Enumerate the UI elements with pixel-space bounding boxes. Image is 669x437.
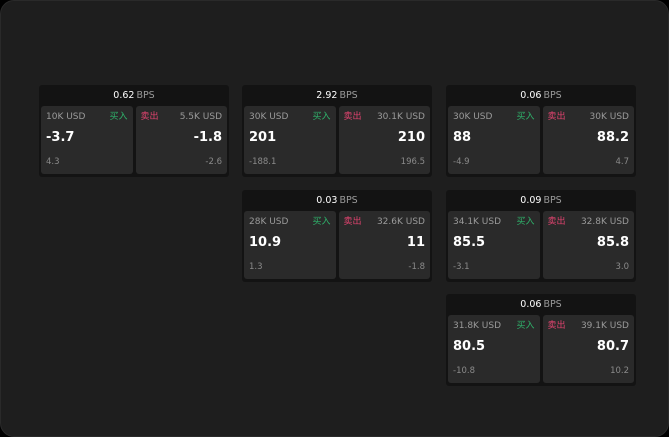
buy-label: 买入 — [516, 217, 535, 227]
quote-card: 0.06 BPS 30K USD 买入 88 -4.9 卖出 30K USD 88.2… — [446, 85, 636, 177]
buy-label: 买入 — [516, 321, 535, 331]
spread-unit: BPS — [543, 195, 562, 206]
spread-header: 0.09 BPS — [446, 190, 636, 211]
ask-price: 85.8 — [596, 235, 629, 250]
bid-size: 34.1K USD — [453, 217, 502, 227]
bid-size: 10K USD — [46, 112, 86, 122]
sell-tile[interactable]: 卖出 32.8K USD 85.8 3.0 — [542, 211, 634, 279]
ask-size: 5.5K USD — [179, 112, 222, 122]
sell-label: 卖出 — [547, 217, 566, 227]
spread-value: 2.92 — [316, 90, 338, 101]
bid-size: 31.8K USD — [453, 321, 502, 331]
bid-price: 201 — [249, 130, 277, 145]
spread-unit: BPS — [339, 90, 358, 101]
ask-size: 30K USD — [589, 112, 629, 122]
ask-size: 39.1K USD — [580, 321, 629, 331]
quote-card: 0.03 BPS 28K USD 买入 10.9 1.3 卖出 32.6K USD 1… — [242, 190, 432, 282]
sell-tile[interactable]: 卖出 30.1K USD 210 196.5 — [338, 106, 430, 174]
bid-price: 85.5 — [453, 235, 486, 250]
spread-unit: BPS — [543, 299, 562, 310]
spread-unit: BPS — [136, 90, 155, 101]
bid-price: -3.7 — [46, 130, 75, 145]
buy-tile[interactable]: 30K USD 买入 88 -4.9 — [448, 106, 540, 174]
buy-label: 买入 — [312, 112, 331, 122]
sell-tile[interactable]: 卖出 32.6K USD 11 -1.8 — [338, 211, 430, 279]
buy-label: 买入 — [312, 217, 331, 227]
sell-tile[interactable]: 卖出 39.1K USD 80.7 10.2 — [542, 315, 634, 383]
sell-label: 卖出 — [140, 112, 159, 122]
buy-label: 买入 — [109, 112, 128, 122]
quote-card: 0.62 BPS 10K USD 买入 -3.7 4.3 卖出 5.5K USD -1… — [39, 85, 229, 177]
quote-card: 2.92 BPS 30K USD 买入 201 -188.1 卖出 30.1K USD… — [242, 85, 432, 177]
buy-tile[interactable]: 34.1K USD 买入 85.5 -3.1 — [448, 211, 540, 279]
buy-tile[interactable]: 31.8K USD 买入 80.5 -10.8 — [448, 315, 540, 383]
bid-change: -10.8 — [453, 366, 475, 376]
buy-label: 买入 — [516, 112, 535, 122]
bid-price: 80.5 — [453, 339, 486, 354]
spread-header: 2.92 BPS — [242, 85, 432, 106]
sell-tile[interactable]: 卖出 30K USD 88.2 4.7 — [542, 106, 634, 174]
bid-change: -3.1 — [453, 262, 470, 272]
ask-size: 32.8K USD — [580, 217, 629, 227]
ask-price: -1.8 — [193, 130, 222, 145]
quote-card: 0.09 BPS 34.1K USD 买入 85.5 -3.1 卖出 32.8K US… — [446, 190, 636, 282]
bid-change: 4.3 — [46, 157, 60, 167]
bid-change: -4.9 — [453, 157, 470, 167]
spread-header: 0.03 BPS — [242, 190, 432, 211]
buy-tile[interactable]: 28K USD 买入 10.9 1.3 — [244, 211, 336, 279]
ask-change: 3.0 — [615, 262, 629, 272]
ask-size: 32.6K USD — [376, 217, 425, 227]
buy-tile[interactable]: 30K USD 买入 201 -188.1 — [244, 106, 336, 174]
spread-unit: BPS — [543, 90, 562, 101]
buy-tile[interactable]: 10K USD 买入 -3.7 4.3 — [41, 106, 133, 174]
bid-size: 30K USD — [453, 112, 493, 122]
bid-change: -188.1 — [249, 157, 277, 167]
sell-tile[interactable]: 卖出 5.5K USD -1.8 -2.6 — [135, 106, 227, 174]
spread-header: 0.62 BPS — [39, 85, 229, 106]
quote-card: 0.06 BPS 31.8K USD 买入 80.5 -10.8 卖出 39.1K U… — [446, 294, 636, 386]
ask-change: 196.5 — [400, 157, 425, 167]
sell-label: 卖出 — [547, 321, 566, 331]
spread-unit: BPS — [339, 195, 358, 206]
spread-value: 0.09 — [520, 195, 542, 206]
spread-value: 0.06 — [520, 90, 542, 101]
spread-value: 0.03 — [316, 195, 338, 206]
bid-change: 1.3 — [249, 262, 263, 272]
sell-label: 卖出 — [343, 112, 362, 122]
sell-label: 卖出 — [547, 112, 566, 122]
spread-header: 0.06 BPS — [446, 85, 636, 106]
bid-size: 30K USD — [249, 112, 289, 122]
ask-price: 210 — [397, 130, 425, 145]
ask-size: 30.1K USD — [376, 112, 425, 122]
ask-price: 88.2 — [596, 130, 629, 145]
ask-price: 80.7 — [596, 339, 629, 354]
bid-price: 88 — [453, 130, 472, 145]
ask-price: 11 — [406, 235, 425, 250]
ask-change: 10.2 — [610, 366, 629, 376]
bid-size: 28K USD — [249, 217, 289, 227]
ask-change: -2.6 — [205, 157, 222, 167]
spread-value: 0.62 — [113, 90, 135, 101]
sell-label: 卖出 — [343, 217, 362, 227]
ask-change: -1.8 — [408, 262, 425, 272]
spread-header: 0.06 BPS — [446, 294, 636, 315]
bid-price: 10.9 — [249, 235, 282, 250]
spread-value: 0.06 — [520, 299, 542, 310]
ask-change: 4.7 — [615, 157, 629, 167]
